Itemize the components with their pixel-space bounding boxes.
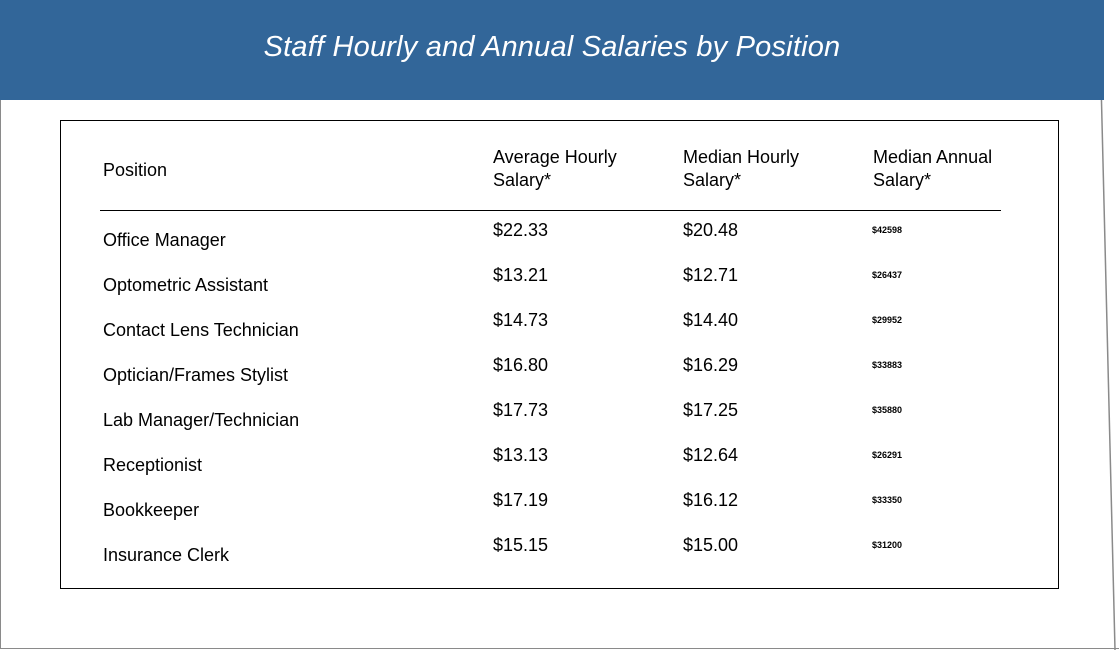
row-median-annual: $33883: [872, 360, 903, 370]
row-median-annual: $42598: [872, 225, 903, 235]
row-median-annual: $31200: [872, 540, 903, 550]
row-median-annual: $26291: [872, 450, 903, 460]
row-median-annual: $33350: [872, 495, 903, 505]
header-median-annual-line2: Salary*: [873, 170, 932, 190]
row-median-hourly: $15.00: [683, 535, 739, 555]
row-median-annual: $26437: [872, 270, 903, 280]
row-median-hourly: $16.12: [683, 490, 739, 510]
row-avg-hourly: $13.21: [493, 265, 549, 285]
header-median-hourly: Median Hourly Salary*: [683, 146, 799, 192]
row-avg-hourly: $17.73: [493, 400, 549, 420]
page-title: Staff Hourly and Annual Salaries by Posi…: [263, 30, 841, 63]
row-median-annual: $35880: [872, 405, 903, 415]
header-avg-hourly: Average Hourly Salary*: [493, 146, 617, 192]
title-bar: Staff Hourly and Annual Salaries by Posi…: [0, 0, 1104, 100]
header-median-hourly-line2: Salary*: [683, 170, 742, 190]
row-avg-hourly: $16.80: [493, 355, 549, 375]
row-median-hourly: $12.64: [683, 445, 739, 465]
row-position: Contact Lens Technician: [103, 320, 299, 340]
row-median-annual: $29952: [872, 315, 903, 325]
row-median-hourly: $14.40: [683, 310, 739, 330]
row-position: Lab Manager/Technician: [103, 410, 300, 430]
header-median-annual-line1: Median Annual: [873, 147, 993, 167]
row-median-hourly: $17.25: [683, 400, 739, 420]
row-position: Receptionist: [103, 455, 203, 475]
header-position: Position: [103, 160, 168, 180]
header-median-annual: Median Annual Salary*: [873, 146, 992, 192]
row-median-hourly: $12.71: [683, 265, 739, 285]
row-avg-hourly: $13.13: [493, 445, 549, 465]
header-avg-hourly-line2: Salary*: [493, 170, 552, 190]
salary-table: Position Average Hourly Salary* Median H…: [60, 120, 1059, 589]
row-median-hourly: $16.29: [683, 355, 739, 375]
row-position: Optician/Frames Stylist: [103, 365, 289, 385]
row-median-hourly: $20.48: [683, 220, 739, 240]
row-avg-hourly: $17.19: [493, 490, 549, 510]
header-divider: [100, 210, 1001, 211]
row-position: Bookkeeper: [103, 500, 200, 520]
header-median-hourly-line1: Median Hourly: [683, 147, 800, 167]
row-avg-hourly: $15.15: [493, 535, 549, 555]
row-avg-hourly: $22.33: [493, 220, 549, 240]
row-position: Optometric Assistant: [103, 275, 269, 295]
row-position: Insurance Clerk: [103, 545, 230, 565]
row-avg-hourly: $14.73: [493, 310, 549, 330]
header-avg-hourly-line1: Average Hourly: [493, 147, 617, 167]
row-position: Office Manager: [103, 230, 226, 250]
